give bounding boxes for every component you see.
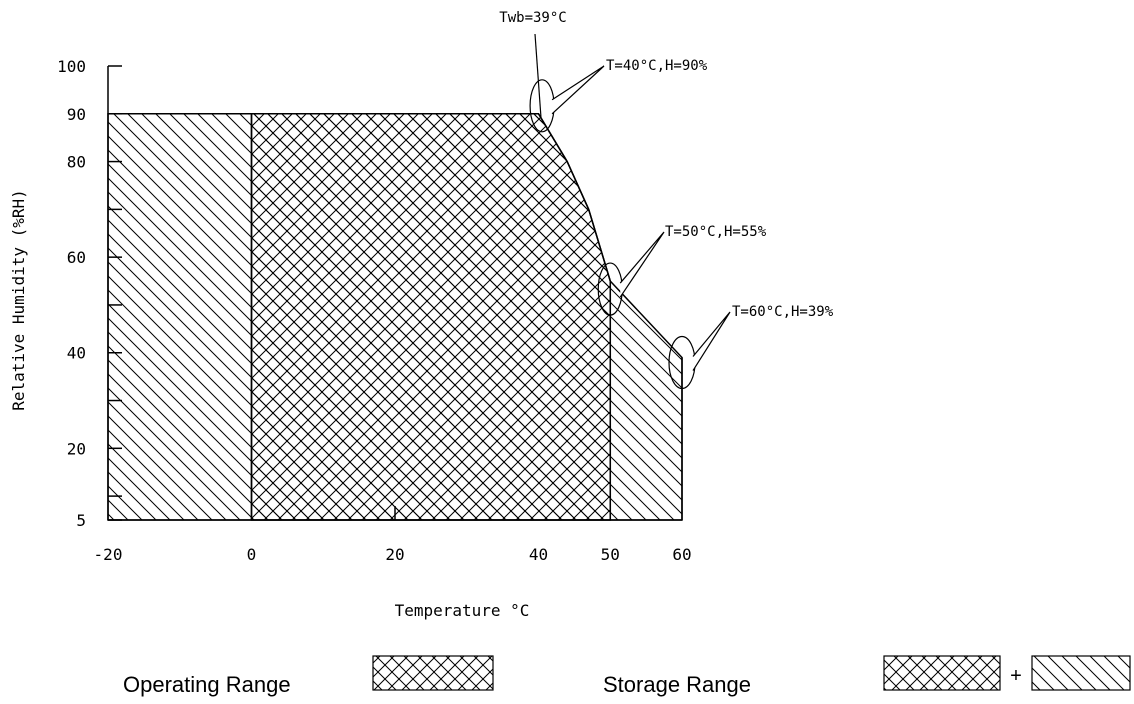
y-tick-label: 40 [67,344,86,363]
x-axis [108,357,683,521]
annotation-label: T=50°C,H=55% [665,224,767,240]
y-tick-labels: 5 20 40 60 80 90 100 [57,57,86,530]
y-tick-label: 20 [67,439,86,458]
y-tick-label: 60 [67,248,86,267]
x-tick-label: 40 [529,545,548,564]
legend: Operating Range Storage Range + [123,655,1131,697]
y-axis [107,65,122,521]
y-axis-label: Relative Humidity (%RH) [9,189,28,411]
x-tick-label: 60 [672,545,691,564]
y-tick-label: 100 [57,57,86,76]
legend-label-storage: Storage Range [603,672,751,697]
legend-swatch-cross-hatch [883,655,1001,691]
operating-range-area [250,113,612,521]
legend-label-operating: Operating Range [123,672,291,697]
annotations: Twb=39°C T=40°C,H=90% T=50°C,H=55% T=60°C,H… [499,10,834,390]
annotation-pointer [551,65,605,115]
x-axis-label: Temperature °C [395,601,530,620]
annotation-pointer [619,231,665,298]
legend-swatch-cross-hatch [372,655,494,691]
legend-swatch-diagonal-hatch [1031,655,1131,691]
x-tick-label: 20 [385,545,404,564]
x-tick-label: 50 [601,545,620,564]
annotation-twb-leader [534,33,542,118]
annotation-pointer [692,311,731,371]
y-tick-label: 80 [67,153,86,172]
x-tick-label: 0 [247,545,257,564]
legend-plus: + [1010,665,1022,687]
annotation-twb: Twb=39°C [499,10,566,26]
y-tick-label: 90 [67,105,86,124]
annotation-label: T=60°C,H=39% [732,304,834,320]
x-tick-label: -20 [94,545,123,564]
y-tick-label: 5 [76,511,86,530]
x-tick-labels: -20 0 20 40 50 60 [94,545,692,564]
annotation-label: T=40°C,H=90% [606,58,708,74]
